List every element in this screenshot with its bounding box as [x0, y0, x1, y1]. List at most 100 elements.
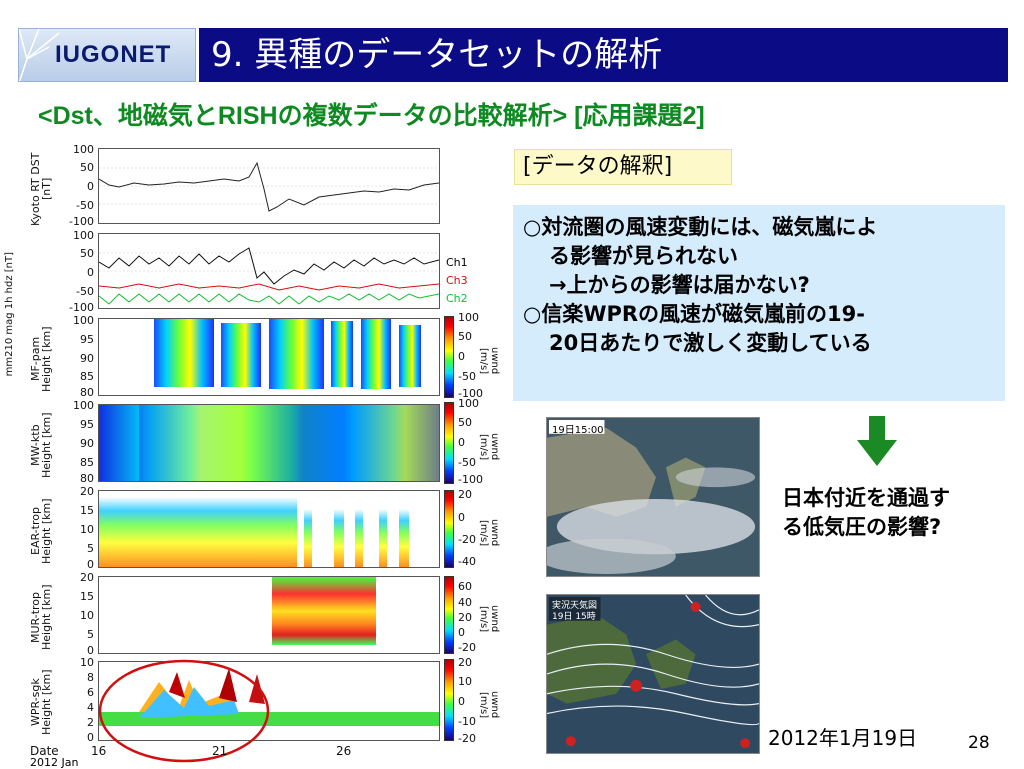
x-tick: 16	[91, 744, 107, 758]
date-year: 2012 Jan	[30, 756, 79, 769]
slide-subtitle: <Dst、地磁気とRISHの複数データの比較解析> [応用課題2]	[38, 102, 705, 130]
dst-line-plot	[98, 161, 440, 212]
cbar-tick: 10	[458, 675, 472, 688]
cbar-tick: 20	[458, 656, 472, 669]
panel-mag	[98, 233, 440, 309]
tick: 100	[73, 229, 94, 242]
mag-outer-label: mm210 mag 1h hdz [nT]	[4, 252, 15, 377]
tick: 100	[73, 399, 94, 412]
cbar-tick: -20	[458, 533, 476, 546]
slide-title: 9. 異種のデータセットの解析	[196, 28, 1008, 82]
down-arrow-icon	[857, 416, 897, 466]
cbar-tick: -100	[458, 473, 483, 486]
cbar-unit: uwnd [m/s]	[478, 347, 500, 375]
legend-ch2: Ch2	[446, 292, 468, 305]
tick: 80	[80, 386, 94, 399]
tick: 95	[80, 333, 94, 346]
interpretation-line: 20日あたりで激しく変動している	[549, 331, 872, 355]
cbar-tick: 40	[458, 596, 472, 609]
logo-rays-icon	[19, 29, 60, 81]
panel-mw-ktb	[98, 404, 440, 482]
mag-line-plot	[98, 247, 440, 305]
tick: -100	[69, 301, 94, 314]
tick: 15	[80, 504, 94, 517]
colorbar-wpr	[444, 659, 454, 741]
panel-dst	[98, 148, 440, 224]
cbar-tick: 0	[458, 626, 465, 639]
cbar-tick: 0	[458, 436, 465, 449]
cbar-tick: -50	[458, 370, 476, 383]
cbar-tick: 0	[458, 350, 465, 363]
tick: 0	[87, 731, 94, 744]
tick: 0	[87, 558, 94, 571]
tick: 90	[80, 352, 94, 365]
tick: 10	[80, 523, 94, 536]
tick: 95	[80, 418, 94, 431]
wpr-sgk-heatmap	[99, 668, 439, 740]
tick: 2	[87, 716, 94, 729]
tick: 0	[87, 266, 94, 279]
satellite-label: 19日15:00	[552, 425, 604, 436]
tick: 85	[80, 370, 94, 383]
cbar-tick: -40	[458, 555, 476, 568]
panel-wpr-sgk	[98, 661, 440, 741]
cbar-tick: 0	[458, 695, 465, 708]
tick: 20	[80, 571, 94, 584]
tick: 6	[87, 686, 94, 699]
note-text: 日本付近を通過す る低気圧の影響?	[782, 484, 1002, 542]
date-label: Date	[30, 744, 59, 758]
satellite-map-graphic	[547, 418, 759, 576]
tick: 15	[80, 590, 94, 603]
tick: 80	[80, 472, 94, 485]
weather-label-2: 19日 15時	[552, 612, 596, 622]
tick: -100	[69, 215, 94, 228]
cbar-tick: 100	[458, 397, 479, 410]
interpretation-box: ○対流圏の風速変動には、磁気嵐によ る影響が見られない →上からの影響は届かない…	[513, 205, 1005, 401]
legend-ch1: Ch1	[446, 256, 468, 269]
tick: 20	[80, 485, 94, 498]
tick: 10	[80, 609, 94, 622]
tick: 100	[73, 143, 94, 156]
colorbar-mw	[444, 402, 454, 484]
iugonet-logo: IUGONET	[18, 28, 196, 82]
ear-trop-heatmap	[99, 497, 409, 567]
cbar-tick: 20	[458, 611, 472, 624]
date-caption: 2012年1月19日	[768, 726, 918, 750]
weather-label-1: 実況天気図	[552, 601, 598, 611]
tick: 85	[80, 456, 94, 469]
interpretation-line: ○対流圏の風速変動には、磁気嵐によ	[523, 215, 878, 239]
weather-map: 実況天気図 19日 15時	[546, 594, 760, 754]
interpretation-line: る影響が見られない	[549, 244, 738, 268]
interpretation-line: →上からの影響は届かない?	[549, 273, 810, 297]
logo-text: IUGONET	[55, 41, 172, 68]
cbar-unit: uwnd [m/s]	[478, 691, 500, 719]
note-line: る低気圧の影響?	[782, 515, 942, 539]
tick: 50	[80, 247, 94, 260]
cbar-tick: -20	[458, 641, 476, 654]
slide-header: IUGONET 9. 異種のデータセットの解析	[18, 28, 1008, 82]
cbar-unit: uwnd [m/s]	[478, 605, 500, 633]
panel-mur-trop	[98, 576, 440, 654]
mw-ktb-heatmap	[99, 405, 439, 481]
legend-ch3: Ch3	[446, 274, 468, 287]
tick: 4	[87, 701, 94, 714]
cbar-unit: uwnd [m/s]	[478, 519, 500, 547]
tick: 10	[80, 656, 94, 669]
highlight-circle	[98, 659, 270, 763]
tick: 0	[87, 180, 94, 193]
tick: -50	[76, 199, 94, 212]
tick: 5	[87, 628, 94, 641]
cbar-tick: 60	[458, 580, 472, 593]
x-tick: 26	[336, 744, 352, 758]
cbar-tick: 100	[458, 311, 479, 324]
mf-pam-heatmap	[154, 319, 421, 389]
tick: 100	[73, 314, 94, 327]
cbar-unit: uwnd [m/s]	[478, 433, 500, 461]
mur-trop-heatmap	[272, 577, 376, 645]
satellite-image: 19日15:00	[546, 417, 760, 577]
cbar-tick: 50	[458, 416, 472, 429]
tick: 5	[87, 542, 94, 555]
cbar-tick: -50	[458, 456, 476, 469]
cbar-tick: -100	[458, 387, 483, 400]
panel-ear-trop	[98, 490, 440, 568]
